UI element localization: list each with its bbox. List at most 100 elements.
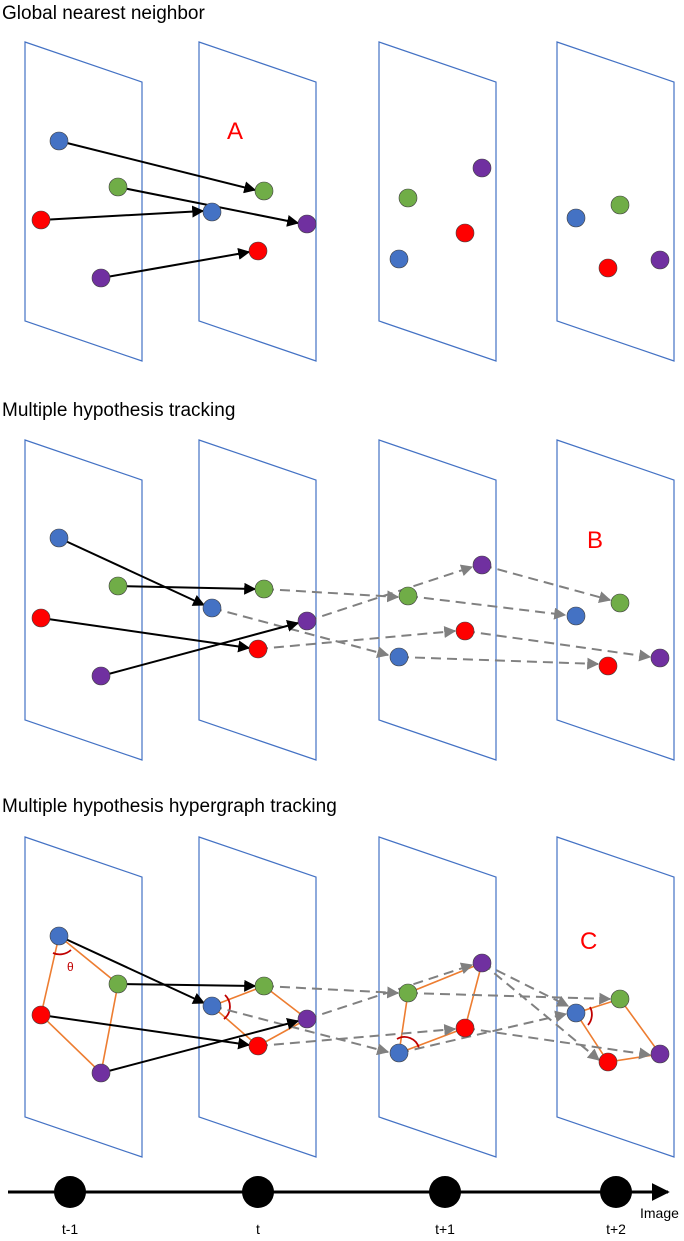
detection-red [455,1018,475,1038]
detection-red [598,656,618,676]
title-multiple-hypothesis-hypergraph-tracking: Multiple hypothesis hypergraph tracking [2,796,337,817]
detections-section-c [31,926,670,1083]
arrows-section-c [40,935,300,1074]
frames-section-b [24,439,675,761]
detection-green [398,586,418,606]
detection-purple [91,268,111,288]
panel-label-b: B [587,527,603,554]
detection-blue [202,598,222,618]
frame-t-plus-1 [378,836,497,1158]
detection-purple [650,648,670,668]
detection-blue [566,606,586,626]
frame-t [198,439,317,761]
hypothesis-arrow [257,626,457,650]
angle-marker [587,1006,593,1026]
detection-green [610,195,630,215]
detection-blue [202,996,222,1016]
detection-red [455,223,475,243]
timeline-node-t [242,1176,274,1208]
frames-section-c [24,836,675,1158]
detection-purple [297,1009,317,1029]
detection-red [248,1036,268,1056]
timeline-label-t-plus-2: t+2 [606,1221,626,1237]
detection-green [108,974,128,994]
frame-t-plus-1 [378,41,497,362]
frame-t-minus-1 [24,836,143,1158]
frame-t-minus-1 [24,439,143,761]
detection-green [254,181,274,201]
detection-green [108,576,128,596]
angle-marker [52,949,72,956]
detection-purple [472,555,492,575]
detection-green [108,177,128,197]
assignment-arrow [100,247,251,279]
detection-blue [49,926,69,946]
detection-green [254,579,274,599]
title-multiple-hypothesis-tracking: Multiple hypothesis tracking [2,400,236,421]
detection-purple [472,953,492,973]
hypothesis-arrows-section-b [211,564,652,670]
assignment-arrow [58,935,206,1004]
detection-purple [297,611,317,631]
detection-red [598,1052,618,1072]
arrows-section-a [40,140,300,279]
frames-section-a [24,41,675,362]
assignment-arrow [100,620,300,677]
detection-red [455,621,475,641]
frame-t-plus-2 [556,41,675,362]
timeline-axis-label: Image [640,1205,679,1221]
timeline-label-t-minus-1: t-1 [61,1221,79,1237]
angle-marker [396,1036,420,1049]
arrows-section-b [40,537,300,677]
hypothesis-arrows-section-c [211,962,652,1061]
detection-purple [472,158,492,178]
hypothesis-arrow [211,1005,390,1056]
detection-red [248,639,268,659]
hypothesis-arrow [481,962,570,1007]
detection-blue [389,1043,409,1063]
angle-marker [223,994,231,1020]
hypothesis-arrow [398,1010,568,1054]
detection-blue [49,528,69,548]
assignment-arrow [117,979,257,992]
frame-t-plus-2 [556,836,675,1158]
hypothesis-arrow [306,962,474,1020]
timeline-node-t-plus-2 [600,1176,632,1208]
title-global-nearest-neighbor: Global nearest neighbor [2,3,205,24]
detection-green [610,593,630,613]
hypothesis-arrow [211,607,390,659]
detection-purple [91,666,111,686]
detection-blue [389,647,409,667]
frame-t-minus-1 [24,41,143,362]
hyperedge [40,934,119,1075]
detection-red [31,210,51,230]
hypothesis-arrow [481,962,600,1061]
frame-t [198,836,317,1158]
detection-purple [650,1044,670,1064]
timeline-label-t-plus-1: t+1 [435,1221,455,1237]
panel-label-c: C [580,928,597,955]
detection-green [398,188,418,208]
hypothesis-arrow [263,588,400,603]
assignment-arrow [40,205,205,221]
angle-markers-section-c [52,949,593,1049]
timeline-label-t: t [256,1221,260,1237]
assignment-arrow [100,1017,300,1074]
detection-blue [566,208,586,228]
hyperedge [574,998,662,1063]
assignment-arrow [40,617,251,653]
detections-section-a [31,131,670,288]
timeline [8,1176,670,1208]
detection-green [610,989,630,1009]
detection-red [31,1005,51,1025]
detection-green [398,983,418,1003]
hypothesis-arrow [263,985,400,999]
detection-purple [650,250,670,270]
detection-red [248,241,268,261]
detections-section-b [31,528,670,686]
hypothesis-arrow [407,992,612,1005]
detection-red [598,258,618,278]
angle-theta-label: θ [67,960,74,974]
frame-t [198,41,317,362]
timeline-node-t-plus-1 [429,1176,461,1208]
